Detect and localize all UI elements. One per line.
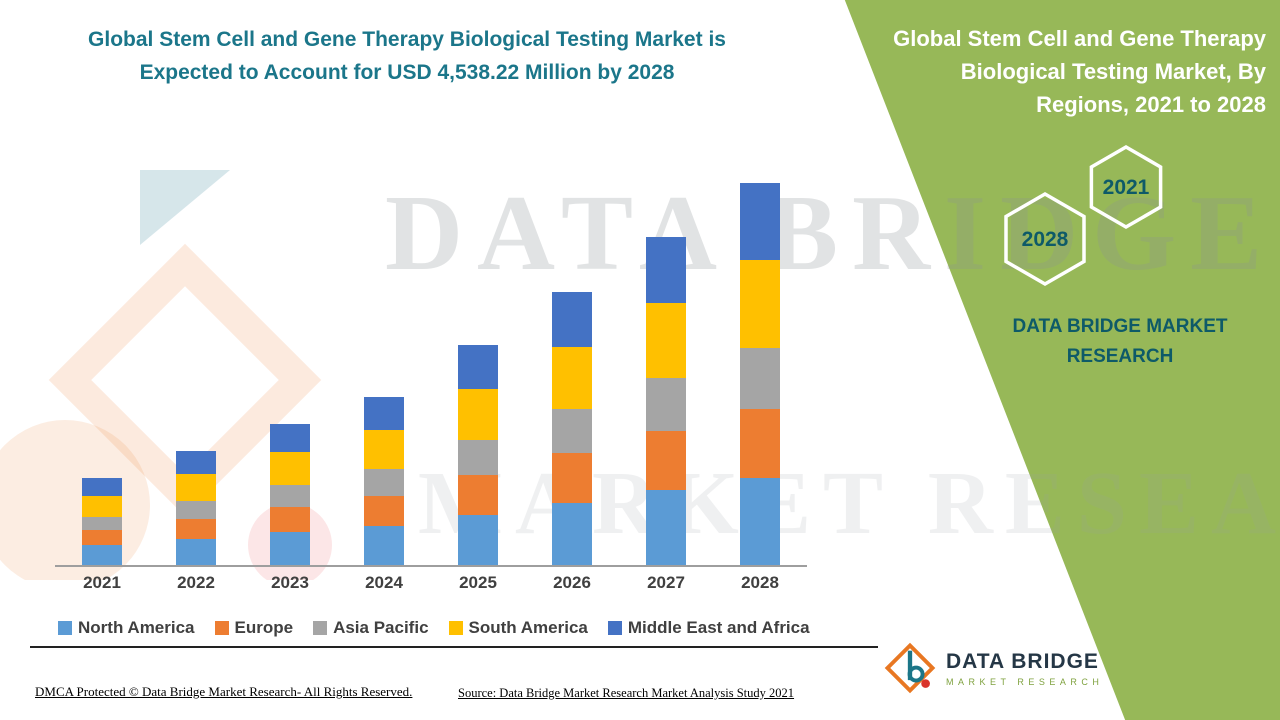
x-axis-label: 2028 bbox=[741, 573, 779, 592]
stacked-bar-2023 bbox=[270, 178, 310, 565]
bar-segment bbox=[458, 344, 498, 390]
plot-area bbox=[55, 178, 807, 567]
bar-segment bbox=[364, 469, 404, 497]
hexagon-year-2028: 2028 bbox=[1022, 228, 1069, 251]
year-hexagons: 2028 2021 bbox=[1004, 144, 1163, 287]
x-axis-label: 2025 bbox=[459, 573, 497, 592]
stacked-bar-2028 bbox=[740, 178, 780, 565]
logo-subtext: MARKET RESEARCH bbox=[946, 676, 1104, 687]
bar-segment bbox=[270, 452, 310, 486]
bar-segment bbox=[646, 236, 686, 304]
bar-segment bbox=[176, 501, 216, 519]
legend-swatch bbox=[58, 621, 72, 635]
logo-text-block: DATA BRIDGE MARKET RESEARCH bbox=[946, 650, 1103, 687]
bar-segment bbox=[176, 450, 216, 475]
side-panel-brand-text: DATA BRIDGE MARKET RESEARCH bbox=[1012, 316, 1228, 368]
legend-label: North America bbox=[78, 618, 195, 637]
page-title-line1: Global Stem Cell and Gene Therapy Biolog… bbox=[88, 28, 726, 51]
bar-segment bbox=[176, 538, 216, 565]
watermark-text-line1: DATA BRIDGE bbox=[385, 174, 1277, 293]
page-title-line2: Expected to Account for USD 4,538.22 Mil… bbox=[139, 60, 675, 84]
bar-segment bbox=[458, 389, 498, 440]
x-axis-label: 2021 bbox=[83, 573, 121, 592]
bar-segment bbox=[740, 478, 780, 565]
bar-segment bbox=[740, 347, 780, 410]
x-axis-label: 2022 bbox=[177, 573, 215, 592]
legend-label: Asia Pacific bbox=[333, 618, 429, 637]
bar-segment bbox=[176, 474, 216, 502]
bar-segment bbox=[552, 453, 592, 503]
x-axis-label: 2027 bbox=[647, 573, 685, 592]
bar-segment bbox=[82, 477, 122, 497]
bar-segment bbox=[458, 475, 498, 515]
legend-label: Europe bbox=[234, 618, 294, 637]
bar-segment bbox=[740, 183, 780, 261]
bar-segment bbox=[82, 517, 122, 530]
bar-segment bbox=[740, 409, 780, 479]
hexagon-year-2021: 2021 bbox=[1103, 176, 1150, 199]
legend-label: Middle East and Africa bbox=[627, 618, 810, 637]
bar-segment bbox=[364, 526, 404, 565]
bar-segment bbox=[740, 260, 780, 348]
bar-segment bbox=[552, 502, 592, 565]
bar-segment bbox=[270, 485, 310, 507]
page-title: Global Stem Cell and Gene Therapy Biolog… bbox=[62, 24, 752, 89]
data-bridge-logo: DATA BRIDGE MARKET RESEARCH bbox=[884, 642, 1103, 694]
legend-swatch bbox=[313, 621, 328, 635]
legend-item: Europe bbox=[214, 618, 294, 638]
data-bridge-logo-icon bbox=[884, 642, 936, 694]
logo-name: DATA BRIDGE bbox=[946, 649, 1099, 673]
stacked-bar-2021 bbox=[82, 178, 122, 565]
bar-segment bbox=[364, 430, 404, 470]
bar-segment bbox=[82, 529, 122, 545]
footer-divider bbox=[30, 646, 878, 648]
side-panel-title: Global Stem Cell and Gene Therapy Biolog… bbox=[893, 26, 1266, 117]
bar-segment bbox=[646, 378, 686, 432]
bar-segment bbox=[176, 518, 216, 539]
bar-segment bbox=[270, 532, 310, 565]
stacked-bar-2027 bbox=[646, 178, 686, 565]
bar-segment bbox=[646, 490, 686, 565]
bar-segment bbox=[270, 423, 310, 453]
bar-segment bbox=[458, 514, 498, 565]
bar-segment bbox=[552, 409, 592, 454]
stacked-bar-2022 bbox=[176, 178, 216, 565]
source-note: Source: Data Bridge Market Research Mark… bbox=[458, 686, 795, 700]
hexagon-2021-outline bbox=[1089, 144, 1163, 230]
chart-legend: North America Europe Asia Pacific South Ame… bbox=[58, 618, 810, 638]
dmca-notice: DMCA Protected © Data Bridge Market Rese… bbox=[35, 684, 413, 699]
legend-swatch bbox=[448, 621, 463, 635]
bar-segment bbox=[458, 439, 498, 475]
legend-item: Asia Pacific bbox=[313, 618, 429, 638]
stacked-bar-2024 bbox=[364, 178, 404, 565]
bar-segment bbox=[552, 347, 592, 410]
legend-item: South America bbox=[448, 618, 588, 638]
legend-swatch bbox=[214, 621, 229, 635]
stacked-bar-2025 bbox=[458, 178, 498, 565]
bar-segment bbox=[364, 396, 404, 431]
legend-item: Middle East and Africa bbox=[607, 618, 810, 638]
x-axis-label: 2024 bbox=[365, 573, 403, 592]
stacked-bar-2026 bbox=[552, 178, 592, 565]
hexagon-2028-outline bbox=[1004, 191, 1086, 287]
legend-item: North America bbox=[58, 618, 195, 638]
legend-label: South America bbox=[468, 618, 588, 637]
bar-segment bbox=[82, 544, 122, 565]
x-axis-labels: 2021 2022 2023 2024 2025 2026 2027 2028 bbox=[55, 573, 807, 593]
bar-segment bbox=[270, 506, 310, 533]
x-axis-label: 2023 bbox=[271, 573, 309, 592]
legend-swatch bbox=[607, 621, 622, 635]
bar-segment bbox=[82, 496, 122, 518]
bar-segment bbox=[646, 303, 686, 379]
x-axis-label: 2026 bbox=[553, 573, 591, 592]
bar-segment bbox=[646, 431, 686, 491]
bar-segment bbox=[552, 291, 592, 348]
bar-segment bbox=[364, 496, 404, 527]
